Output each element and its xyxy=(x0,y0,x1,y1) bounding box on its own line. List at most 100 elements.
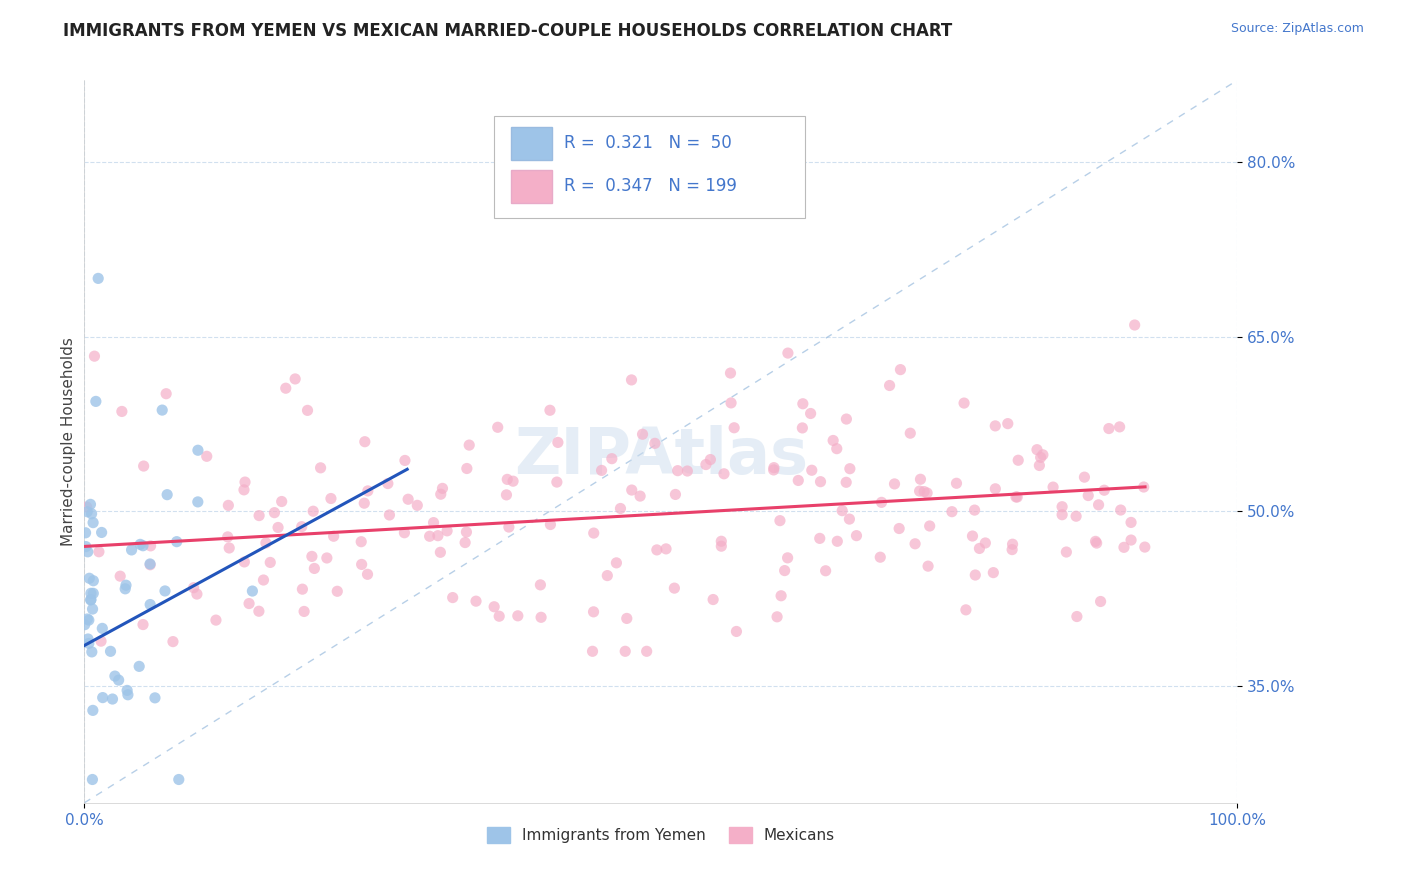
Point xyxy=(495,488,517,502)
Point xyxy=(406,499,429,513)
Point xyxy=(356,567,378,582)
Point xyxy=(291,519,314,533)
Point xyxy=(1133,540,1156,554)
Point xyxy=(614,644,637,658)
Point xyxy=(1026,442,1049,457)
Point xyxy=(100,644,122,658)
Point xyxy=(82,772,104,787)
Point xyxy=(1090,594,1112,608)
Point xyxy=(917,559,939,574)
Point xyxy=(814,564,837,578)
Point xyxy=(456,461,478,475)
Point xyxy=(720,366,742,380)
Point xyxy=(800,407,823,421)
Point xyxy=(429,487,451,501)
Point xyxy=(263,506,285,520)
Point xyxy=(218,541,240,555)
Point xyxy=(502,474,524,488)
Point xyxy=(974,536,997,550)
Point xyxy=(195,450,218,464)
Point xyxy=(1005,490,1028,504)
Point xyxy=(984,418,1007,433)
FancyBboxPatch shape xyxy=(494,117,806,218)
Point xyxy=(596,568,619,582)
Point xyxy=(454,535,477,549)
Point xyxy=(879,378,901,392)
Point xyxy=(955,603,977,617)
Point xyxy=(1007,453,1029,467)
Point xyxy=(117,688,139,702)
Point xyxy=(695,458,717,472)
Point xyxy=(217,499,239,513)
Point xyxy=(889,362,911,376)
Point xyxy=(969,541,991,556)
Point xyxy=(465,594,488,608)
Point xyxy=(945,476,967,491)
Point xyxy=(713,467,735,481)
Point xyxy=(762,460,785,475)
Point xyxy=(429,545,451,559)
Point xyxy=(1042,480,1064,494)
Point xyxy=(426,529,449,543)
Point xyxy=(82,703,104,717)
Point xyxy=(378,508,401,522)
Point xyxy=(87,545,110,559)
Point xyxy=(166,534,188,549)
Point xyxy=(1005,490,1028,504)
Text: IMMIGRANTS FROM YEMEN VS MEXICAN MARRIED-COUPLE HOUSEHOLDS CORRELATION CHART: IMMIGRANTS FROM YEMEN VS MEXICAN MARRIED… xyxy=(63,22,952,40)
Point xyxy=(456,524,478,539)
Point xyxy=(252,573,274,587)
Point xyxy=(436,524,458,538)
Point xyxy=(432,482,454,496)
Point xyxy=(628,489,651,503)
Point xyxy=(530,610,553,624)
Point xyxy=(233,483,256,497)
Point xyxy=(609,501,631,516)
Point xyxy=(79,497,101,511)
Point xyxy=(77,636,100,650)
Point xyxy=(247,604,270,618)
Point xyxy=(953,396,976,410)
Point xyxy=(1112,541,1135,555)
Point xyxy=(233,555,256,569)
Point xyxy=(114,582,136,596)
Point xyxy=(720,396,742,410)
Point xyxy=(676,464,699,478)
Point xyxy=(547,435,569,450)
Point xyxy=(91,621,114,635)
Text: Source: ZipAtlas.com: Source: ZipAtlas.com xyxy=(1230,22,1364,36)
Point xyxy=(605,556,627,570)
Point xyxy=(941,505,963,519)
Point xyxy=(869,550,891,565)
Point xyxy=(129,537,152,551)
Point xyxy=(187,495,209,509)
Point xyxy=(591,463,613,477)
Point xyxy=(486,420,509,434)
Point xyxy=(82,574,104,588)
Point xyxy=(910,472,932,486)
Point xyxy=(167,772,190,787)
Point xyxy=(1001,542,1024,557)
Point xyxy=(1132,480,1154,494)
Point xyxy=(870,495,893,509)
Point xyxy=(1108,420,1130,434)
Point xyxy=(776,346,799,360)
Point xyxy=(1066,609,1088,624)
Point xyxy=(962,529,984,543)
Point xyxy=(898,426,921,441)
Point xyxy=(139,557,162,571)
Point xyxy=(77,632,100,646)
Point xyxy=(80,645,103,659)
Y-axis label: Married-couple Households: Married-couple Households xyxy=(60,337,76,546)
Point xyxy=(139,558,162,572)
Point xyxy=(710,534,733,549)
Point xyxy=(983,566,1005,580)
Point xyxy=(529,578,551,592)
Point xyxy=(326,584,349,599)
Point xyxy=(823,434,845,448)
Point xyxy=(292,604,315,618)
Point xyxy=(419,529,441,543)
Point xyxy=(915,486,938,500)
Point xyxy=(644,436,666,450)
Point xyxy=(1085,536,1108,550)
